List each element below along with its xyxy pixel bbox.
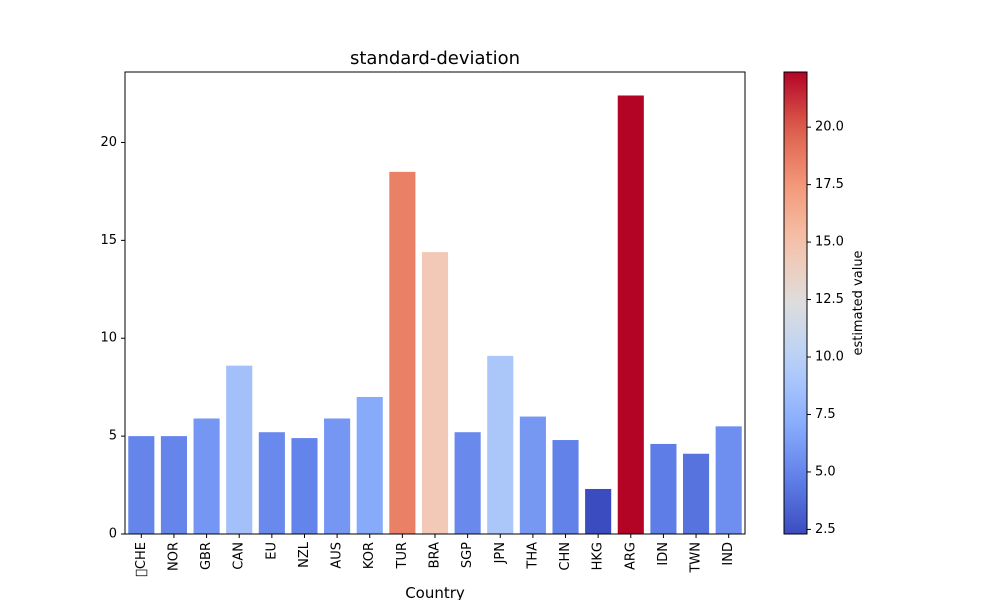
y-tick-label: 10 [100,331,117,346]
colorbar-tick-label: 2.5 [815,522,836,537]
x-axis:  CHE NOR GBR CAN EU NZL AUS KOR TUR BRA SGP JPN THA C… [134,534,736,577]
y-tick-label: 5 [109,429,117,444]
colorbar-tick-label: 10.0 [815,350,844,365]
colorbar-label: estimated value [851,250,866,355]
bars-group [128,95,742,535]
x-tick-label: KOR [362,542,377,569]
plot-frame [124,71,746,535]
bar-4 [258,432,285,534]
colorbar-tick-label: 7.5 [815,407,836,422]
colorbar-ticks: 2.5 5.0 7.5 10.0 12.5 15.0 17.5 20.0 [807,120,844,537]
bar-12 [519,416,546,534]
x-tick-label: NOR [166,542,181,571]
x-tick-label: EU [264,542,279,560]
bar-11 [487,355,514,534]
bar-15 [617,95,644,535]
colorbar-gradient [783,71,808,535]
x-tick-label: SGP [460,542,475,568]
x-tick-label: BRA [428,542,443,568]
bar-10 [454,432,481,534]
x-tick-label: ARG [623,542,638,570]
colorbar-tick-label: 20.0 [815,120,844,135]
bar-2 [193,418,220,534]
y-tick-label: 15 [100,233,117,248]
x-axis-title: Country [405,584,465,600]
bar-16 [650,443,677,534]
bar-14 [585,488,612,534]
bar-8 [389,171,416,534]
colorbar-tick-label: 5.0 [815,464,836,479]
y-tick-label: 20 [100,135,117,150]
bar-13 [552,440,579,534]
x-tick-label: CAN [232,542,247,570]
bar-6 [324,418,351,534]
colorbar-tick-label: 12.5 [815,292,844,307]
x-tick-label: HKG [591,542,606,570]
x-tick-label: THA [525,542,540,570]
x-tick-label: IND [721,542,736,566]
bar-7 [356,396,383,534]
colorbar-tick-label: 15.0 [815,235,844,250]
bar-5 [291,438,318,534]
x-tick-label: TWN [689,542,704,574]
bar-3 [226,365,253,534]
x-tick-label: JPN [493,542,508,564]
x-tick-label:  CHE [134,542,149,577]
x-tick-label: GBR [199,542,214,570]
bar-18 [715,426,742,534]
colorbar: 2.5 5.0 7.5 10.0 12.5 15.0 17.5 20.0 estimated … [783,71,866,537]
x-tick-label: AUS [330,542,345,569]
bar-1 [160,436,187,534]
colorbar-tick-label: 17.5 [815,177,844,192]
x-tick-label: TUR [395,542,410,570]
bar-17 [683,453,710,534]
x-tick-label: NZL [297,541,312,568]
x-tick-label: CHN [558,542,573,571]
bar-0 [128,436,155,534]
x-tick-label: IDN [656,542,671,566]
chart-title: standard-deviation [350,48,520,69]
bar-9 [421,252,449,535]
y-tick-label: 0 [109,527,117,542]
y-axis: 0 5 10 15 20 [100,135,125,542]
